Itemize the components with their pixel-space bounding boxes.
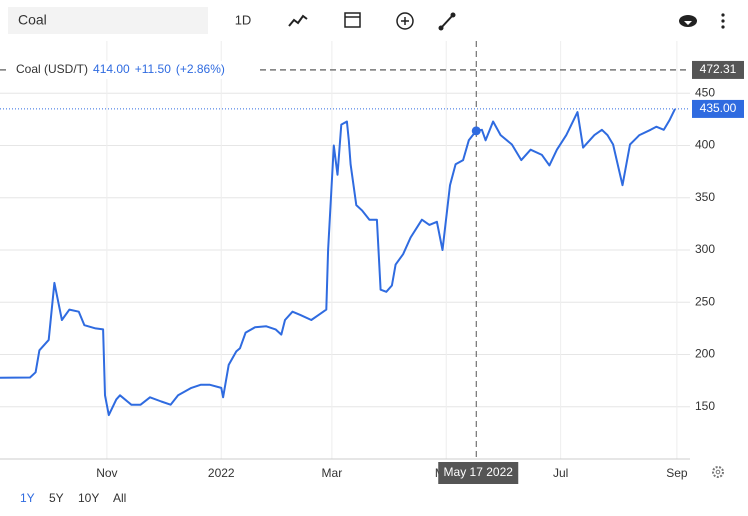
y-tick-label: 150 — [695, 399, 715, 413]
y-tick-label: 250 — [695, 294, 715, 308]
legend-change-pct: (+2.86%) — [176, 62, 225, 76]
cursor-box — [692, 60, 744, 79]
crosshair-date: May 17 2022 — [444, 465, 514, 479]
last-value-label: 435.00 — [700, 101, 737, 115]
legend-change: +11.50 — [135, 62, 171, 76]
download-icon[interactable] — [679, 15, 697, 27]
x-tick-label: 2022 — [208, 466, 235, 480]
x-tick-label: Mar — [322, 466, 343, 480]
draw-icon[interactable] — [438, 12, 456, 31]
crosshair-date-box — [438, 462, 519, 484]
legend-price: 414.00 — [93, 62, 130, 76]
range-button[interactable]: 1Y — [20, 491, 35, 505]
x-tick-label: Sep — [666, 466, 688, 480]
x-tick-label: Jul — [553, 466, 568, 480]
menu-icon[interactable] — [721, 13, 725, 29]
calendar-icon[interactable] — [344, 12, 361, 28]
compare-icon[interactable] — [396, 12, 414, 30]
range-button[interactable]: 5Y — [49, 491, 64, 505]
range-button[interactable]: 10Y — [78, 491, 99, 505]
y-tick-label: 400 — [695, 138, 715, 152]
legend: Coal (USD/T) 414.00 +11.50 (+2.86%) — [16, 62, 225, 76]
legend-name: Coal (USD/T) — [16, 62, 88, 76]
price-line — [0, 108, 676, 417]
chart-type-icon[interactable] — [288, 14, 308, 27]
y-tick-label: 450 — [695, 85, 715, 99]
search-text: Coal — [18, 12, 47, 28]
range-button[interactable]: All — [113, 491, 126, 505]
cursor-label: 472.31 — [700, 62, 737, 76]
y-tick-label: 350 — [695, 190, 715, 204]
hover-point — [471, 126, 481, 136]
legend-bg — [10, 60, 258, 79]
last-value-box — [692, 99, 744, 118]
search-box[interactable] — [8, 7, 208, 34]
x-tick-label: Nov — [96, 466, 117, 480]
settings-icon[interactable] — [712, 466, 724, 478]
y-tick-label: 200 — [695, 347, 715, 361]
y-tick-label: 300 — [695, 242, 715, 256]
interval-button[interactable]: 1D — [235, 12, 252, 27]
